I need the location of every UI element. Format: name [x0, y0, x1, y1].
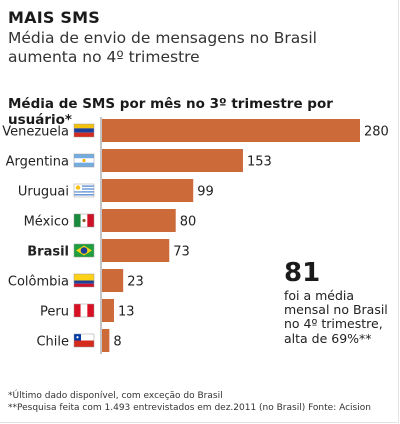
- value-label-brasil: 73: [173, 245, 190, 260]
- category-label-uruguai: Uruguai: [18, 185, 69, 200]
- colombia-flag-icon: [73, 273, 95, 288]
- category-label-brasil: Brasil: [27, 245, 69, 260]
- headline: Média de envio de mensagens no Brasil au…: [8, 29, 317, 66]
- bar-chile: [102, 329, 110, 352]
- value-label-méxico: 80: [180, 215, 197, 230]
- footnote-1: *Último dado disponível, com exceção do …: [8, 391, 223, 401]
- category-label-chile: Chile: [36, 335, 69, 350]
- bar-uruguai: [102, 179, 194, 202]
- category-label-peru: Peru: [40, 305, 69, 320]
- category-label-argentina: Argentina: [6, 155, 69, 170]
- venezuela-flag-icon: [73, 123, 95, 138]
- category-label-venezuela: Venezuela: [2, 125, 69, 140]
- bar-colômbia: [102, 269, 124, 292]
- footnote-2: **Pesquisa feita com 1.493 entrevistados…: [8, 403, 371, 413]
- argentina-flag-icon: [73, 153, 95, 168]
- bar-chart: Venezuela 280 Argentina 153 Uruguai 99 México 8…: [2, 117, 389, 354]
- value-label-chile: 8: [113, 335, 121, 350]
- chile-flag-icon: [73, 333, 95, 348]
- value-label-peru: 13: [118, 305, 135, 320]
- mexico-flag-icon: [73, 213, 95, 228]
- value-label-argentina: 153: [247, 155, 272, 170]
- bar-brasil: [102, 239, 170, 262]
- bar-venezuela: [102, 119, 360, 142]
- bar-argentina: [102, 149, 243, 172]
- value-label-colômbia: 23: [127, 275, 144, 290]
- value-label-venezuela: 280: [364, 125, 389, 140]
- category-label-colômbia: Colômbia: [8, 275, 69, 290]
- callout-value: 81: [284, 258, 321, 288]
- bar-méxico: [102, 209, 176, 232]
- brazil-flag-icon: [73, 243, 95, 258]
- kicker-title: MAIS SMS: [8, 8, 100, 27]
- callout-text: foi a média mensal no Brasil no 4º trime…: [284, 288, 388, 346]
- bar-peru: [102, 299, 114, 322]
- chart-title: Média de SMS por mês no 3º trimestre por…: [8, 96, 333, 128]
- peru-flag-icon: [73, 303, 95, 318]
- category-label-méxico: México: [24, 215, 69, 230]
- value-label-uruguai: 99: [197, 185, 214, 200]
- uruguay-flag-icon: [73, 183, 95, 198]
